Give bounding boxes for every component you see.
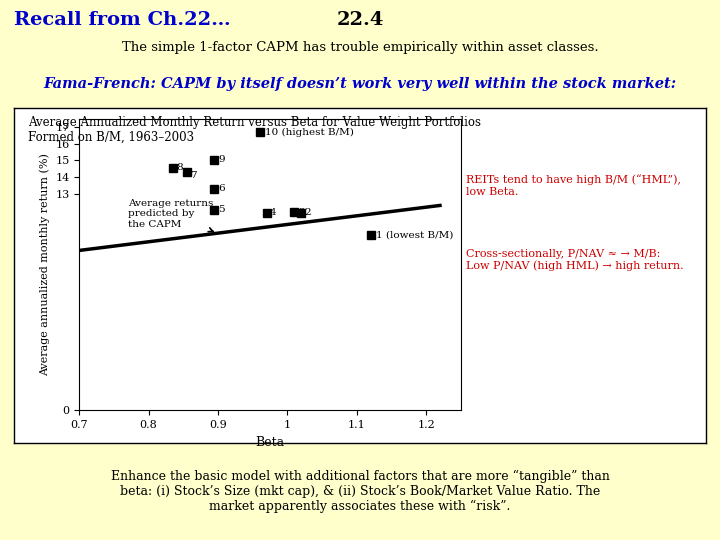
Text: 4: 4 [270,208,276,218]
Text: 2: 2 [305,208,311,218]
Text: 1 (lowest B/M): 1 (lowest B/M) [376,231,454,240]
X-axis label: Beta: Beta [256,436,284,449]
Text: Average Annualized Monthly Return versus Beta for Value Weight Portfolios
Formed: Average Annualized Monthly Return versus… [28,116,482,144]
Text: 3: 3 [298,207,305,217]
Text: Fama-French: CAPM by itself doesn’t work very well within the stock market:: Fama-French: CAPM by itself doesn’t work… [43,77,677,91]
Text: Average returns
predicted by
the CAPM: Average returns predicted by the CAPM [127,199,213,232]
Text: 6: 6 [218,184,225,193]
Text: Recall from Ch.22…: Recall from Ch.22… [14,10,231,29]
Text: REITs tend to have high B/M (“HML”),
low Beta.: REITs tend to have high B/M (“HML”), low… [466,174,681,197]
Text: 8: 8 [176,163,183,172]
Text: 22.4: 22.4 [336,10,384,29]
Text: 5: 5 [218,205,225,214]
Text: 9: 9 [218,155,225,164]
Text: 10 (highest B/M): 10 (highest B/M) [265,127,354,137]
Text: Cross-sectionally, P/NAV ≈ → M/B:
Low P/NAV (high HML) → high return.: Cross-sectionally, P/NAV ≈ → M/B: Low P/… [466,249,683,271]
Y-axis label: Average annualized monthly return (%): Average annualized monthly return (%) [39,153,50,376]
Text: Enhance the basic model with additional factors that are more “tangible” than
be: Enhance the basic model with additional … [111,470,609,513]
Text: The simple 1-factor CAPM has trouble empirically within asset classes.: The simple 1-factor CAPM has trouble emp… [122,40,598,53]
Text: 7: 7 [190,171,197,180]
